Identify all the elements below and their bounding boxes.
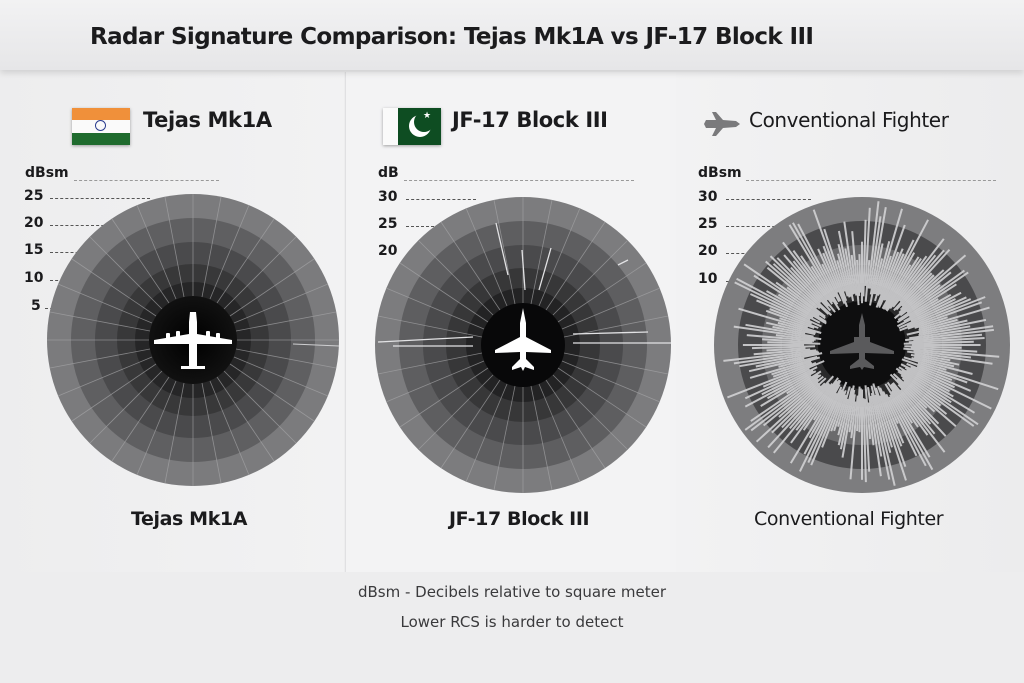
signature-spikes: [377, 222, 671, 347]
panel-title: Tejas Mk1A: [143, 108, 272, 132]
panel-tejas: Tejas Mk1A dBsm 25 20 15 10 5: [0, 72, 344, 572]
pakistan-flag-icon: ★: [383, 108, 441, 145]
transport-aircraft-icon: [154, 312, 232, 369]
footer-note: Lower RCS is harder to detect: [400, 613, 624, 631]
india-flag-icon: [72, 108, 130, 145]
panel-conventional: Conventional Fighter dBsm 30 25 20 10 Co…: [676, 72, 1024, 572]
conventional-aircraft-icon: [830, 313, 894, 370]
radar-chart-tejas: [47, 194, 340, 486]
panel-title: Conventional Fighter: [749, 108, 949, 132]
tick-label: 25: [378, 216, 398, 232]
panel-jf17: ★ JF-17 Block III dB 30 25 20: [345, 72, 677, 572]
signature-spikes: [723, 201, 1000, 486]
tick-label: 10: [698, 271, 718, 287]
tick-label: 30: [378, 189, 398, 205]
page-title: Radar Signature Comparison: Tejas Mk1A v…: [90, 24, 814, 50]
tick-label: 10: [24, 270, 44, 286]
tick-label: 15: [24, 242, 44, 258]
jf17-aircraft-icon: [495, 308, 551, 371]
tick-label: 20: [378, 243, 398, 259]
panel-title: JF-17 Block III: [452, 108, 608, 132]
header: Radar Signature Comparison: Tejas Mk1A v…: [0, 0, 1024, 70]
chart-label: Conventional Fighter: [754, 508, 944, 530]
unit-label: dBsm: [25, 165, 69, 181]
tick-label: 5: [31, 298, 41, 314]
tick-label: 25: [698, 216, 718, 232]
tick-label: 30: [698, 189, 718, 205]
fighter-jet-icon: [704, 112, 740, 136]
radar-chart-conventional: [714, 197, 1010, 493]
footer-definition: dBsm - Decibels relative to square meter: [357, 583, 667, 601]
unit-label: dBsm: [698, 165, 742, 181]
unit-label: dB: [378, 165, 399, 181]
radar-chart-jf17: [375, 197, 671, 493]
tick-label: 20: [24, 215, 44, 231]
tick-label: 20: [698, 243, 718, 259]
tick-label: 25: [24, 188, 44, 204]
chart-label: JF-17 Block III: [449, 508, 590, 530]
chart-label: Tejas Mk1A: [131, 508, 248, 530]
